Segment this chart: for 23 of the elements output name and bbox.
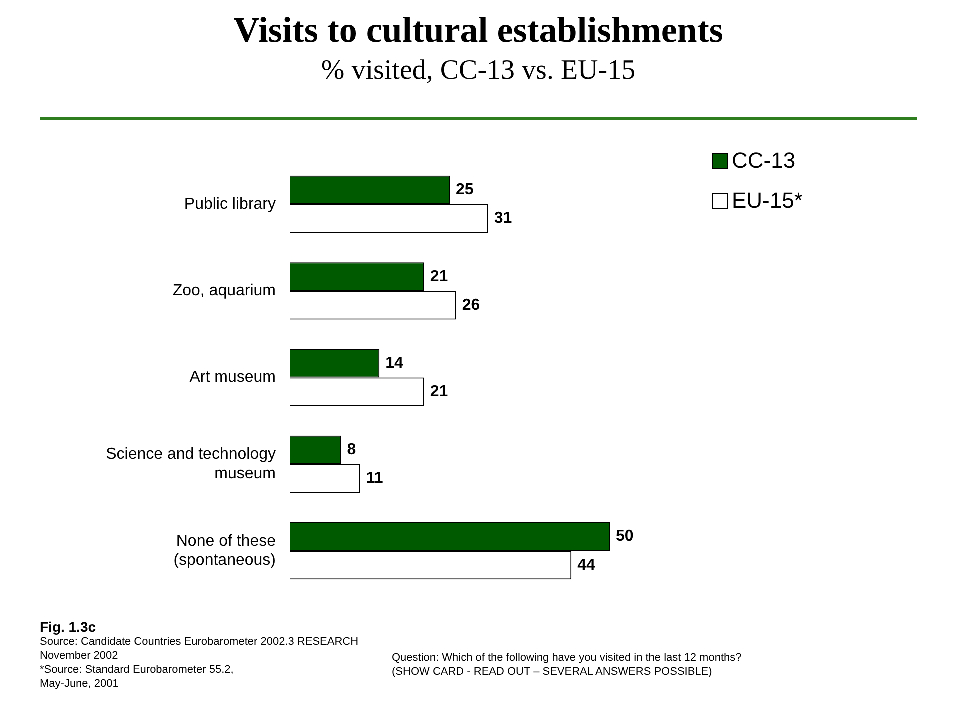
data-label: 50 — [616, 528, 634, 546]
y-tick-label: Public library — [184, 196, 276, 213]
data-label: 14 — [386, 354, 404, 372]
data-label: 26 — [462, 296, 480, 314]
data-label: 21 — [430, 268, 448, 286]
data-label: 25 — [456, 182, 474, 199]
y-tick-label: Zoo, aquarium — [172, 282, 276, 300]
source-note: Source: Candidate Countries Eurobarometer 2002.3 RESEARCH November 2002 — [40, 635, 359, 663]
chart-subtitle: % visited, CC-13 vs. EU-15 — [320, 54, 637, 88]
chart-title: Visits to cultural establishments — [232, 9, 724, 52]
data-label: 21 — [430, 384, 448, 400]
y-tick-label: Art museum — [190, 369, 276, 386]
data-label: 8 — [347, 442, 356, 459]
text: Question: Which of the following have you visited in the last 12 months? (SHOW CARD - READ OUT – SEVERAL ANSWERS POSSIBLE) — [392, 651, 742, 679]
text: *Source: Standard Eurobarometer 55.2, May-June, 2001 — [40, 663, 235, 691]
text: EU-15* — [732, 188, 803, 214]
legend-label: CC-13 — [732, 148, 796, 174]
data-label: 31 — [494, 210, 512, 228]
caption: Fig. 1.3c — [40, 619, 98, 635]
data-label: 11 — [366, 470, 384, 488]
y-tick-label: Science and technology museum — [106, 446, 276, 482]
data-label: 44 — [578, 556, 596, 574]
y-tick-label: None of these (spontaneous) — [174, 532, 276, 570]
